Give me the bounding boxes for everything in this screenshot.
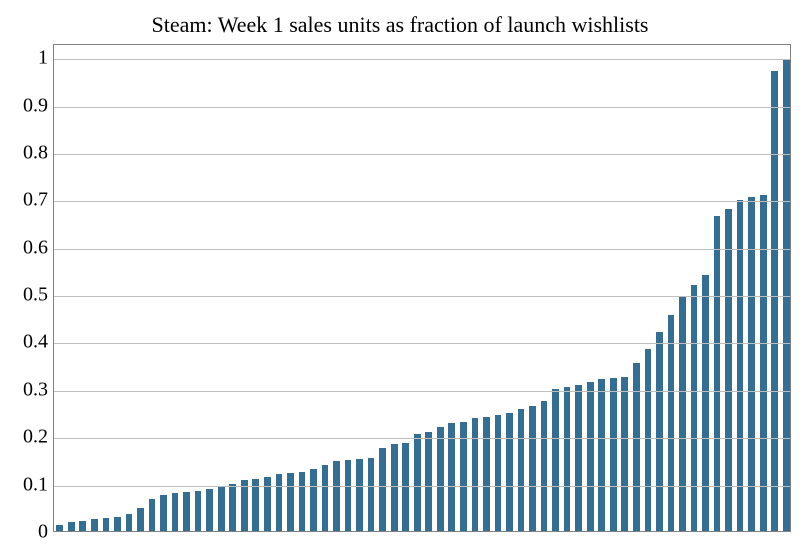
bar (771, 71, 778, 531)
bar (218, 486, 225, 531)
bar (299, 472, 306, 531)
bar (529, 406, 536, 531)
gridline (54, 343, 790, 344)
y-tick-label: 0.9 (0, 94, 48, 117)
bar (506, 413, 513, 531)
bar (149, 499, 156, 531)
bar (368, 458, 375, 531)
bar (691, 285, 698, 531)
y-tick-label: 0.8 (0, 141, 48, 164)
bar (783, 59, 790, 531)
chart-container: Steam: Week 1 sales units as fraction of… (0, 0, 800, 542)
bar (725, 209, 732, 531)
bar (333, 461, 340, 531)
bar (633, 363, 640, 531)
bar (287, 473, 294, 531)
bar (541, 401, 548, 531)
gridline (54, 391, 790, 392)
gridline (54, 154, 790, 155)
bar-series (54, 45, 790, 531)
bar (552, 389, 559, 531)
bar (391, 444, 398, 531)
bar (737, 200, 744, 531)
bar (437, 427, 444, 531)
gridline (54, 249, 790, 250)
y-tick-label: 0.1 (0, 473, 48, 496)
bar (414, 434, 421, 531)
gridline (54, 59, 790, 60)
y-tick-label: 0.4 (0, 331, 48, 354)
bar (483, 417, 490, 531)
bar (472, 418, 479, 531)
bar (679, 296, 686, 531)
bar (668, 315, 675, 531)
bar (518, 409, 525, 531)
bar (172, 493, 179, 531)
plot-area (53, 44, 791, 532)
bar (183, 492, 190, 531)
bar (322, 465, 329, 531)
bar (195, 491, 202, 531)
bar (714, 216, 721, 531)
bar (137, 508, 144, 531)
bar (587, 382, 594, 531)
bar (645, 349, 652, 531)
bar (760, 195, 767, 531)
chart-title: Steam: Week 1 sales units as fraction of… (0, 12, 800, 38)
bar (610, 378, 617, 531)
bar (206, 489, 213, 531)
bar (56, 525, 63, 531)
gridline (54, 438, 790, 439)
bar (126, 514, 133, 531)
bar (495, 415, 502, 531)
bar (103, 518, 110, 531)
bar (91, 519, 98, 531)
bar (621, 377, 628, 531)
gridline (54, 107, 790, 108)
y-tick-label: 0.5 (0, 284, 48, 307)
bar (748, 197, 755, 531)
y-tick-label: 0.6 (0, 236, 48, 259)
bar (252, 479, 259, 531)
bar (575, 385, 582, 531)
bar (114, 517, 121, 531)
gridline (54, 201, 790, 202)
bar (79, 521, 86, 531)
bar (379, 448, 386, 531)
y-tick-label: 0.2 (0, 426, 48, 449)
bar (68, 522, 75, 531)
gridline (54, 296, 790, 297)
bar (229, 484, 236, 531)
y-tick-label: 1 (0, 47, 48, 70)
bar (402, 443, 409, 531)
bar (656, 332, 663, 531)
bar (241, 480, 248, 531)
y-tick-label: 0 (0, 521, 48, 544)
bar (356, 459, 363, 531)
gridline (54, 486, 790, 487)
bar (598, 379, 605, 531)
bar (564, 387, 571, 532)
bar (425, 432, 432, 531)
bar (702, 275, 709, 531)
bar (310, 469, 317, 531)
y-tick-label: 0.3 (0, 378, 48, 401)
y-tick-label: 0.7 (0, 189, 48, 212)
bar (276, 474, 283, 531)
bar (160, 495, 167, 531)
bar (345, 460, 352, 531)
